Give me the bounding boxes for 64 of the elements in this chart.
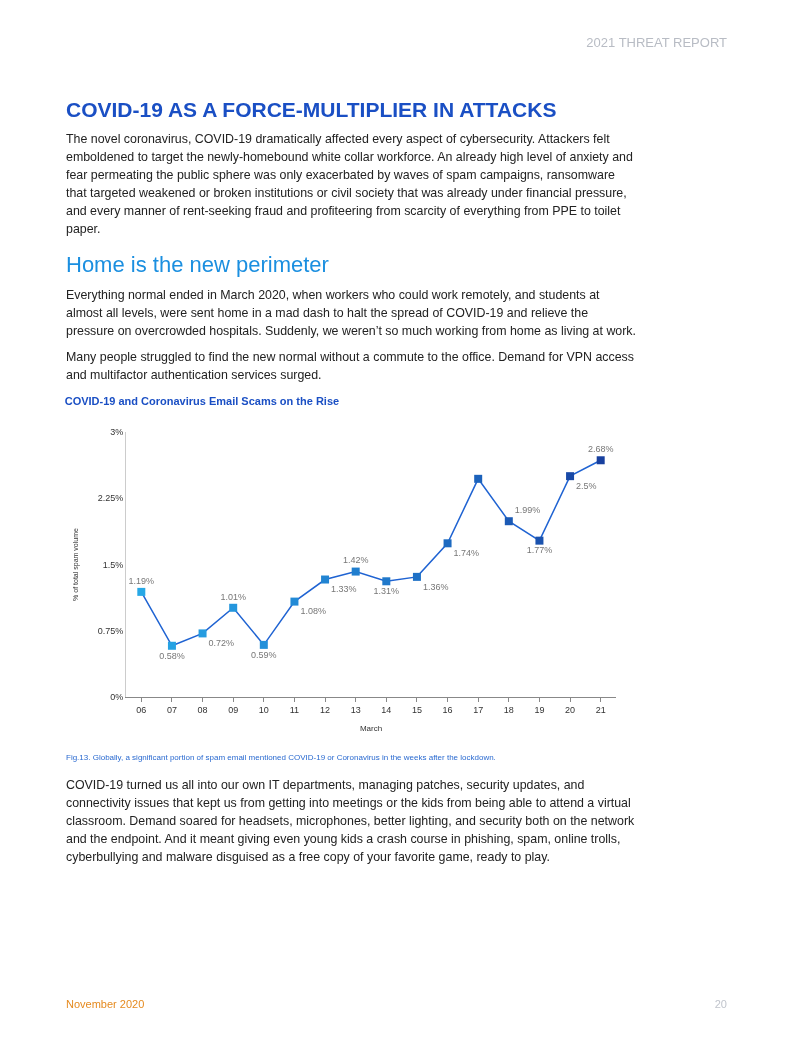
text: The novel coronavirus, COVID-19 dramatically affected every aspect of cybersecurity. Attackers felt emboldened to target the newly-homebound white collar workforce. An already high level of anxiety and fear permeating the public sphere was only exacerbated by waves of spam campaigns, ransomware that targeted weakened or broken institutions or civil society that was already under financial pressure, and every manner of rent-seeking fraud and profiteering from scarcity of everything from PPE to toilet paper. [66, 131, 634, 238]
point [351, 567, 360, 576]
x-tick-label: 20 [565, 704, 576, 715]
x-tick-label: 18 [503, 704, 514, 715]
data-label: 0.59% [251, 649, 277, 660]
x-tick-label: 06 [136, 704, 147, 715]
text: November 2020 [66, 998, 145, 1010]
point [474, 474, 483, 483]
point [229, 603, 238, 612]
y-tick-label: 0.75% [97, 625, 124, 636]
x-tick-label: 10 [258, 704, 269, 715]
data-label: 1.31% [373, 586, 400, 597]
text: COVID-19 AS A FORCE-MULTIPLIER IN ATTACKS [66, 98, 558, 122]
point [412, 572, 421, 581]
x-tick-label: 15 [411, 704, 422, 715]
text: Home is the new perimeter [66, 252, 330, 278]
y-tick-label: 3% [110, 427, 124, 438]
text: Many people struggled to find the new normal without a commute to the office. Demand for VPN access and multifactor authentication services surged. [66, 349, 635, 384]
data-label: 1.77% [526, 545, 553, 556]
data-label: 1.19% [128, 575, 155, 586]
x-tick-label: 14 [381, 704, 392, 715]
data-label: 1.01% [220, 591, 246, 602]
data-label: 2.68% [587, 444, 614, 455]
point [566, 472, 575, 481]
x-tick-label: 19 [534, 704, 545, 715]
text: COVID-19 turned us all into our own IT departments, managing patches, security updates, and connectivity issues that kept us from getting into meetings or the kids from being able to attend a virtual classroom. Demand soared for headsets, microphones, better lighting, and security both on the network and the endpoint. And it meant giving even young kids a crash course in phishing, spam, online trolls, cyberbullying and malware disguised as a free copy of your favorite game, ready to play. [66, 777, 636, 866]
y-tick-label: 0% [110, 692, 124, 703]
x-tick-label: 16 [442, 704, 453, 715]
point [535, 536, 544, 545]
point [443, 539, 452, 548]
y-tick-label: 1.5% [102, 559, 124, 570]
x-tick-label: 08 [197, 704, 208, 715]
data-label: 1.08% [300, 606, 326, 617]
caption: Fig.13. Globally, a significant portion of spam email mentioned COVID-19 or Coronavirus in the weeks after the lockdown. [66, 753, 497, 762]
x-tick-label: 13 [350, 704, 361, 715]
x-tick-label: 17 [473, 704, 484, 715]
text: 2021 THREAT REPORT [586, 35, 727, 50]
data-label: 1.33% [331, 584, 357, 595]
data-label: 1.99% [514, 504, 541, 515]
point [596, 456, 605, 465]
x-tick-label: 12 [320, 704, 331, 715]
data-label: 2.5% [576, 480, 597, 491]
data-label: 1.74% [453, 548, 480, 559]
point [198, 629, 207, 638]
point [382, 577, 391, 586]
x-tick-label: 21 [595, 704, 606, 715]
data-label: 0.58% [159, 650, 185, 661]
x-tick-label: 11 [289, 704, 300, 715]
point [167, 641, 176, 650]
x-tick-label: 07 [166, 704, 177, 715]
point [290, 597, 299, 606]
point [321, 575, 330, 584]
chart-title: COVID-19 and Coronavirus Email Scams on the Rise [64, 395, 340, 408]
text: Everything normal ended in March 2020, when workers who could work remotely, and students at almost all levels, were sent home in a mad dash to halt the spread of COVID-19 and relieve the pressure on overcrowded hospitals. Suddenly, we weren’t so much working from home as living at work. [66, 287, 636, 340]
point [259, 640, 268, 649]
data-label: 0.72% [208, 638, 235, 649]
point [504, 517, 513, 526]
data-label: 1.36% [422, 581, 449, 592]
text: 20 [714, 998, 727, 1010]
data-label: 1.42% [342, 555, 369, 566]
x-axis-title: March [359, 724, 383, 733]
y-tick-label: 2.25% [97, 493, 124, 504]
point [137, 587, 146, 596]
x-tick-label: 09 [228, 704, 239, 715]
